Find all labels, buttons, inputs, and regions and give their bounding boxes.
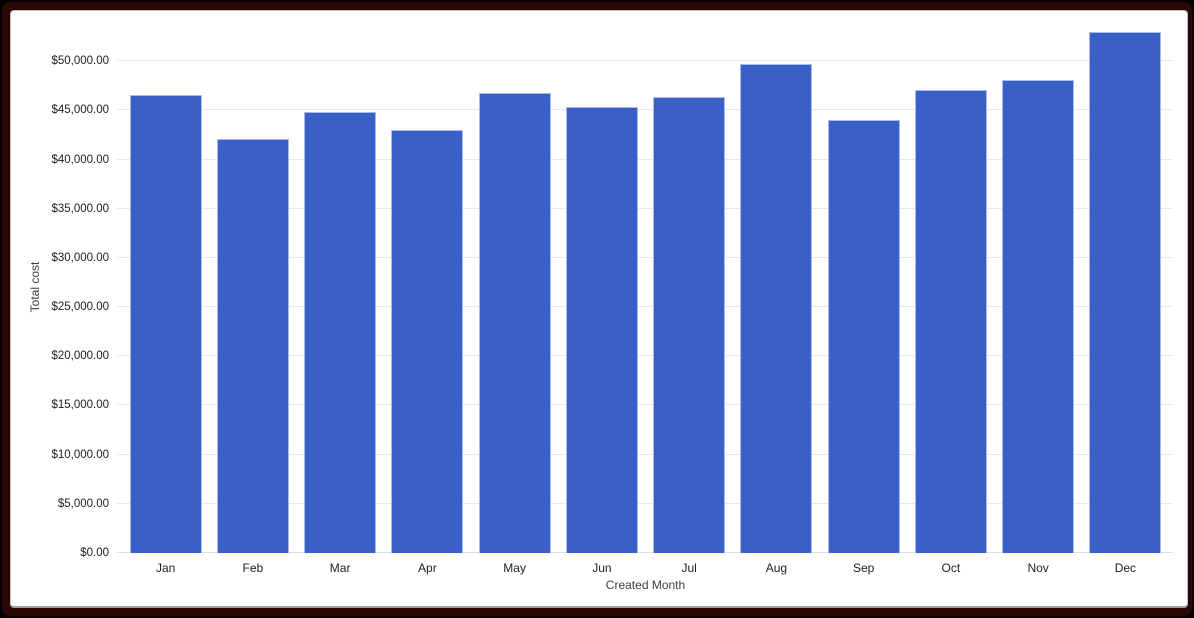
bar-slot-mar	[297, 12, 384, 553]
y-tick-label: $30,000.00	[51, 251, 109, 264]
bar-slot-may	[471, 12, 558, 553]
gridline	[117, 306, 1173, 308]
gridline	[117, 355, 1173, 357]
y-axis-tick-labels: $0.00 $5,000.00 $10,000.00 $15,000.00 $20,00…	[11, 11, 109, 606]
x-tick-label-oct: Oct	[941, 561, 961, 575]
bar-sep[interactable]	[827, 120, 900, 553]
x-tick-label-jan: Jan	[155, 561, 176, 575]
bar-slot-aug	[733, 12, 820, 553]
bar-jul[interactable]	[653, 96, 726, 553]
y-tick-label: $10,000.00	[51, 448, 109, 461]
gridline	[117, 404, 1173, 406]
gridline	[117, 552, 1173, 553]
bar-mar[interactable]	[304, 112, 377, 553]
gridline	[117, 158, 1173, 160]
bar-dec[interactable]	[1089, 31, 1162, 553]
x-tick-label-sep: Sep	[852, 561, 875, 575]
y-tick-label: $25,000.00	[51, 301, 109, 314]
bar-slot-oct	[907, 12, 994, 553]
x-tick-label-apr: Apr	[418, 561, 437, 575]
x-tick-label-jul: Jul	[681, 561, 697, 575]
gridline	[117, 60, 1173, 62]
bar-feb[interactable]	[216, 138, 289, 553]
bar-slot-sep	[820, 12, 907, 553]
y-tick-label: $0.00	[80, 547, 109, 559]
bar-jan[interactable]	[129, 94, 202, 553]
y-tick-label: $5,000.00	[57, 497, 109, 510]
bar-aug[interactable]	[740, 64, 813, 553]
x-axis-tick-labels: Jan Feb Mar Apr May Jun Jul Aug Sep Oct Nov Dec	[122, 561, 1169, 576]
gridline	[117, 207, 1173, 209]
x-tick-label-aug: Aug	[765, 561, 788, 575]
bar-series	[122, 12, 1169, 553]
y-tick-label: $50,000.00	[51, 55, 109, 68]
bar-may[interactable]	[478, 92, 551, 553]
bar-apr[interactable]	[391, 130, 464, 553]
bar-slot-jun	[558, 12, 645, 553]
x-tick-label-feb: Feb	[242, 561, 264, 575]
y-tick-label: $45,000.00	[51, 104, 109, 117]
gridlines	[117, 11, 1173, 606]
bar-slot-dec	[1082, 12, 1169, 553]
y-tick-label: $15,000.00	[51, 399, 109, 412]
bar-oct[interactable]	[914, 89, 987, 553]
bar-jun[interactable]	[565, 107, 638, 553]
y-axis-title: Total cost	[28, 261, 42, 313]
bar-nov[interactable]	[1002, 79, 1075, 553]
y-tick-label: $40,000.00	[51, 153, 109, 166]
bar-slot-jan	[122, 12, 209, 553]
x-tick-label-mar: Mar	[329, 561, 351, 575]
bar-slot-apr	[384, 12, 471, 553]
chart-card: $0.00 $5,000.00 $10,000.00 $15,000.00 $20,00…	[10, 10, 1188, 608]
bar-slot-nov	[995, 12, 1082, 553]
x-tick-label-may: May	[503, 561, 526, 575]
y-tick-label: $35,000.00	[51, 202, 109, 215]
x-tick-label-nov: Nov	[1027, 561, 1049, 575]
x-axis-title: Created Month	[605, 578, 686, 592]
bar-slot-feb	[209, 12, 296, 553]
gridline	[117, 256, 1173, 258]
y-tick-label: $20,000.00	[51, 350, 109, 363]
bar-slot-jul	[646, 12, 733, 553]
x-tick-label-jun: Jun	[592, 561, 612, 575]
x-tick-label-dec: Dec	[1114, 561, 1137, 575]
gridline	[117, 109, 1173, 111]
gridline	[117, 502, 1173, 504]
gridline	[117, 453, 1173, 455]
